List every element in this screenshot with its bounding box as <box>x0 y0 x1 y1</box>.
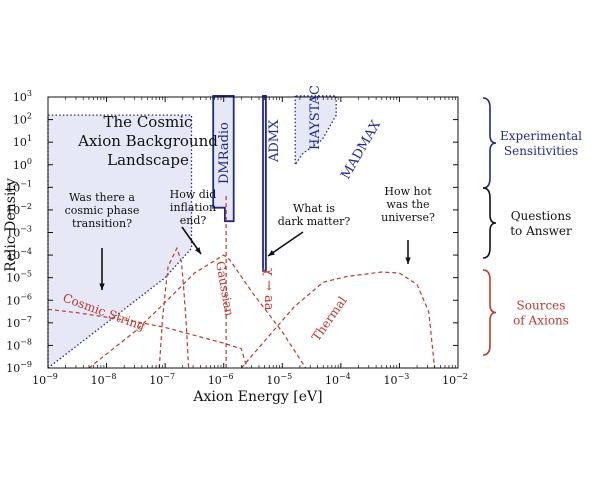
bracket-3 <box>482 269 497 356</box>
y-tick-label: 102 <box>13 112 32 127</box>
question-1-line: Was there a <box>69 191 135 204</box>
admx-region <box>213 95 234 222</box>
question-4-line: was the <box>386 198 429 211</box>
dmradio-region <box>48 115 192 368</box>
haystac-label: HAYSTAC <box>308 85 323 150</box>
y-tick-label: 10−7 <box>6 315 32 330</box>
question-2-line: inflation <box>170 201 216 214</box>
series-cosmic-string-line <box>47 308 248 369</box>
series-aa-line <box>88 254 307 369</box>
y-tick-label: 103 <box>13 89 32 104</box>
x-tick-label: 10−5 <box>266 372 292 387</box>
x-tick-label: 10−2 <box>442 372 468 387</box>
arrow-phase-transition-head <box>99 283 105 290</box>
dmradio-label: DMRadio <box>217 122 232 184</box>
gaussian-label: Gaussian <box>213 260 236 317</box>
question-2-line: How did <box>170 188 217 201</box>
madmax-region <box>295 95 337 165</box>
admx-boundary <box>212 95 235 223</box>
bracket-1 <box>482 97 497 189</box>
question-3-line: dark matter? <box>278 215 351 228</box>
dmradio-boundary <box>47 114 193 370</box>
madmax-label: MADMAX <box>338 117 384 182</box>
bracket-2 <box>482 187 497 259</box>
y-tick-label: 101 <box>13 134 32 149</box>
series-thermal-line <box>240 271 436 369</box>
arrow-inflation-head <box>195 247 201 254</box>
y-tick-label: 100 <box>13 157 32 172</box>
haystac-boundary <box>262 95 267 272</box>
bracket-3-label-line: of Axions <box>513 314 569 328</box>
bracket-1-label-line: Sensitivities <box>504 144 578 158</box>
x-tick-label: 10−8 <box>91 372 117 387</box>
y-tick-label: 10−6 <box>6 292 32 307</box>
x-tick-label: 10−3 <box>384 372 410 387</box>
x-tick-label: 10−6 <box>208 372 234 387</box>
y-axis-label: Relic Density <box>3 178 19 272</box>
y-tick-label: 10−9 <box>6 360 32 375</box>
thermal-label: Thermal <box>309 294 350 344</box>
chart-title-line-2: Axion Background <box>77 132 218 150</box>
x-axis-label: Axion Energy [eV] <box>192 389 322 405</box>
y-tick-label: 10−8 <box>6 337 32 352</box>
bracket-2-label-line: Questions <box>511 209 572 223</box>
chi-aa-label: χ → aa <box>261 268 276 311</box>
question-2-line: end? <box>180 214 207 227</box>
question-4-line: How hot <box>384 185 432 198</box>
experiment-regions <box>47 95 337 370</box>
arrow-thermal-head <box>405 257 411 264</box>
chart-title-line-1: The Cosmic <box>104 113 193 131</box>
arrow-dark-matter-head <box>268 250 275 256</box>
axes: 10−9 10−8 10−7 10−6 10−5 10−4 10−3 10−2 103 102 10… <box>6 89 468 387</box>
arrow-dark-matter-shaft <box>267 231 304 257</box>
series-gaussian-line <box>158 246 190 369</box>
question-1-line: cosmic phase <box>65 204 140 217</box>
x-tick-label: 10−4 <box>325 372 351 387</box>
x-tick-label: 10−9 <box>32 372 58 387</box>
bracket-2-label-line: to Answer <box>510 224 572 238</box>
question-1-line: transition? <box>72 217 132 230</box>
chart-title-line-3: Landscape <box>107 151 189 169</box>
bracket-1-label-line: Experimental <box>500 129 582 143</box>
admx-label: ADMX <box>267 119 282 163</box>
bracket-3-label-line: Sources <box>517 299 566 313</box>
question-4-line: universe? <box>381 211 435 224</box>
source-curves <box>47 194 436 369</box>
x-tick-label: 10−7 <box>149 372 175 387</box>
question-3-line: What is <box>293 202 335 215</box>
